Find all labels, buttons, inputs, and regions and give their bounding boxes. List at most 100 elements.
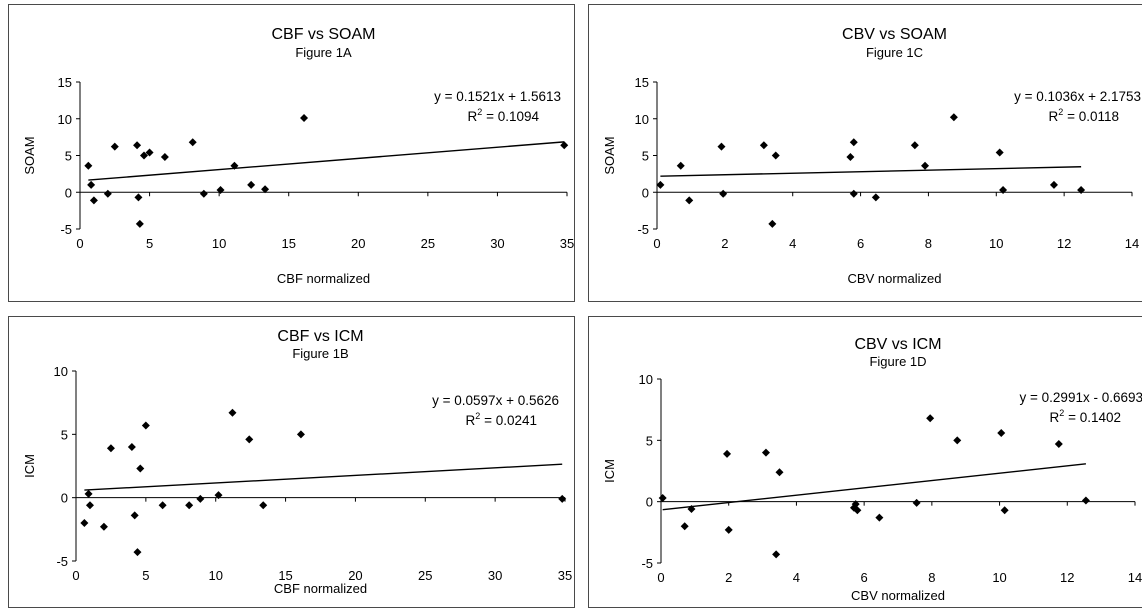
data-point [759,141,768,150]
data-point [685,196,694,205]
y-tick-label: 5 [65,149,72,164]
y-axis-label: SOAM [22,136,37,174]
chart-panel-cbf-icm: CBF vs ICM Figure 1B -5 0 5 10 0 5 10 15 20 25 30 35 C… [8,316,575,608]
data-point [185,501,194,510]
r-squared-label: R2 = 0.0241 [466,411,537,428]
x-tick-label: 30 [488,568,502,583]
data-point [717,142,726,151]
data-point [1077,186,1086,195]
x-tick-label: 25 [418,568,432,583]
y-tick-label: 15 [58,75,72,90]
data-point [999,186,1008,195]
y-tick-label: 5 [646,433,653,448]
data-point [849,189,858,198]
x-tick-label: 25 [421,236,435,251]
data-point [130,511,139,520]
x-tick-label: 2 [725,570,732,585]
x-tick-label: 14 [1125,236,1139,251]
data-point [1000,506,1009,515]
trendline [84,463,563,491]
data-point [723,449,732,458]
chart-title: CBF vs SOAM [271,26,375,43]
y-tick-label: -5 [637,222,649,237]
data-point [89,196,98,205]
x-tick-label: 0 [76,236,83,251]
data-point [84,161,93,170]
y-tick-label: 10 [635,112,649,127]
r-squared-label: R2 = 0.0118 [1049,107,1119,124]
x-tick-label: 8 [928,570,935,585]
y-axis-label: ICM [22,454,37,478]
data-point [300,114,309,123]
chart-title: CBF vs ICM [277,328,363,345]
data-point [80,519,89,527]
data-point [247,180,256,189]
r-squared-label: R2 = 0.1094 [468,107,540,124]
y-tick-label: -5 [641,556,653,571]
data-point [296,430,305,439]
x-tick-label: 6 [857,236,864,251]
y-tick-label: -5 [60,222,72,237]
data-point [136,464,145,473]
chart-subtitle: Figure 1C [866,45,923,60]
data-point [134,193,143,202]
data-point [145,148,154,157]
x-tick-label: 14 [1128,570,1142,585]
data-point [658,493,667,502]
data-point [133,141,142,150]
x-tick-label: 20 [351,236,365,251]
y-tick-label: 15 [635,75,649,90]
chart-panel-cbf-soam: CBF vs SOAM Figure 1A -5 0 5 10 15 0 5 10 15 20 25 30… [8,4,575,302]
x-tick-label: 10 [212,236,226,251]
y-axis-label: SOAM [602,136,617,174]
chart-subtitle: Figure 1D [869,354,926,369]
trendline-equation: y = 0.2991x - 0.6693 [1020,390,1142,405]
data-point [724,525,733,534]
chart-title: CBV vs SOAM [842,26,947,43]
trendline [88,141,565,181]
x-tick-label: 5 [146,236,153,251]
data-point [110,142,119,151]
data-point [560,141,569,150]
data-point [1081,496,1090,505]
trendline-equation: y = 0.1036x + 2.1753 [1014,89,1141,104]
data-point [158,501,167,510]
x-tick-label: 0 [657,570,664,585]
data-point [949,113,958,122]
x-tick-label: 12 [1060,570,1074,585]
data-point [912,498,921,507]
trendline-equation: y = 0.1521x + 1.5613 [434,89,561,104]
scatter-chart-cbf-soam: CBF vs SOAM Figure 1A -5 0 5 10 15 0 5 10 15 20 25 30… [22,26,574,286]
x-tick-label: 2 [721,236,728,251]
data-point [199,189,208,198]
chart-subtitle: Figure 1A [295,45,352,60]
y-tick-label: 0 [646,495,653,510]
x-tick-label: 10 [989,236,1003,251]
y-tick-label: 10 [54,364,68,379]
data-point [772,550,781,559]
data-point [771,151,780,160]
x-axis-label: CBF normalized [274,581,367,596]
x-axis-label: CBV normalized [848,271,942,286]
chart-panel-cbv-soam: CBV vs SOAM Figure 1C -5 0 5 10 15 0 2 4 6 8 10 12 14 C… [588,4,1142,302]
data-point [141,421,150,430]
data-point [997,428,1006,437]
x-tick-label: 0 [72,568,79,583]
scatter-chart-cbv-soam: CBV vs SOAM Figure 1C -5 0 5 10 15 0 2 4 6 8 10 12 14 C… [602,26,1141,286]
data-point [875,513,884,522]
data-point [558,494,567,503]
data-point [1054,440,1063,449]
y-tick-label: -5 [56,554,68,569]
x-tick-label: 6 [861,570,868,585]
data-point [761,448,770,457]
x-tick-label: 8 [925,236,932,251]
x-tick-label: 10 [992,570,1006,585]
data-point [953,436,962,445]
x-axis-label: CBF normalized [277,271,370,286]
data-point [196,494,205,503]
chart-panel-cbv-icm: CBV vs ICM Figure 1D -5 0 5 10 0 2 4 6 8 10 12 14 CBV … [588,316,1142,608]
data-point [926,414,935,423]
data-point [85,501,94,510]
y-tick-label: 0 [642,185,649,200]
